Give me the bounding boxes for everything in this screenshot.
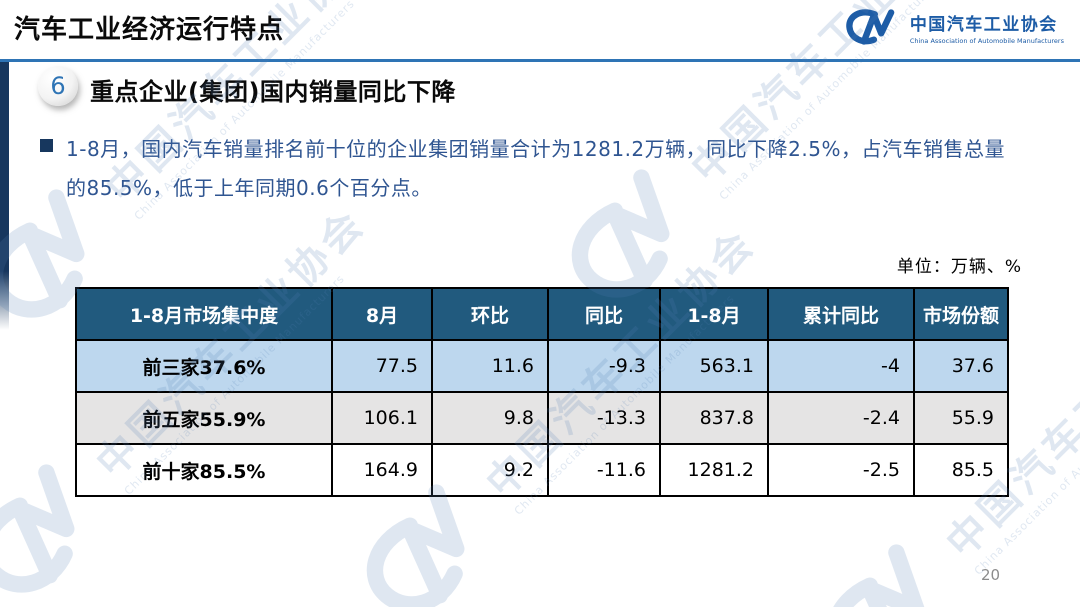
col-header-mom: 环比 <box>431 287 549 341</box>
cell-value: 563.1 <box>659 339 769 393</box>
table-row-top10: 前十家85.5% 164.9 9.2 -11.6 1281.2 -2.5 85.… <box>75 443 1009 497</box>
col-header-concentration: 1-8月市场集中度 <box>75 287 333 341</box>
caam-logo-icon <box>846 9 895 45</box>
cell-value: 85.5 <box>913 443 1009 497</box>
cell-value: 55.9 <box>913 391 1009 445</box>
cell-value: 77.5 <box>331 339 433 393</box>
section-heading: 重点企业(集团)国内销量同比下降 <box>90 78 456 106</box>
page-title: 汽车工业经济运行特点 <box>14 15 285 45</box>
bullet-item: 1-8月，国内汽车销量排名前十位的企业集团销量合计为1281.2万辆，同比下降2… <box>40 130 1025 208</box>
cell-value: -9.3 <box>547 339 661 393</box>
col-header-jan-aug: 1-8月 <box>659 287 769 341</box>
unit-label: 单位：万辆、% <box>896 257 1022 277</box>
bullet-text: 1-8月，国内汽车销量排名前十位的企业集团销量合计为1281.2万辆，同比下降2… <box>66 137 1005 200</box>
cell-value: 9.2 <box>431 443 549 497</box>
market-concentration-table: 1-8月市场集中度 8月 环比 同比 1-8月 累计同比 市场份额 前三家37.… <box>75 287 1009 497</box>
caam-logo: 中国汽车工业协会 China Association of Automobile… <box>844 7 1064 47</box>
caam-logo-watermark-icon <box>826 544 925 607</box>
col-header-august: 8月 <box>331 287 433 341</box>
header-divider <box>0 59 1080 62</box>
table-row-top3: 前三家37.6% 77.5 11.6 -9.3 563.1 -4 37.6 <box>75 339 1009 393</box>
table-row-top5: 前五家55.9% 106.1 9.8 -13.3 837.8 -2.4 55.9 <box>75 391 1009 445</box>
cell-value: -11.6 <box>547 443 661 497</box>
cell-value: 37.6 <box>913 339 1009 393</box>
row-label: 前五家55.9% <box>75 391 333 445</box>
cell-value: 9.8 <box>431 391 549 445</box>
bullet-square-icon <box>40 139 53 152</box>
col-header-market-share: 市场份额 <box>913 287 1009 341</box>
logo-subtitle: China Association of Automobile Manufact… <box>909 36 1064 45</box>
cell-value: -13.3 <box>547 391 661 445</box>
cell-value: 11.6 <box>431 339 549 393</box>
cell-value: 164.9 <box>331 443 433 497</box>
col-header-yoy: 同比 <box>547 287 661 341</box>
logo-name: 中国汽车工业协会 <box>909 14 1058 35</box>
table-header-row: 1-8月市场集中度 8月 环比 同比 1-8月 累计同比 市场份额 <box>75 287 1009 341</box>
cell-value: 837.8 <box>659 391 769 445</box>
page-number: 20 <box>981 566 1001 584</box>
row-label: 前十家85.5% <box>75 443 333 497</box>
row-label: 前三家37.6% <box>75 339 333 393</box>
section-number-badge: 6 <box>38 66 78 106</box>
cell-value: 1281.2 <box>659 443 769 497</box>
col-header-cumulative-yoy: 累计同比 <box>767 287 915 341</box>
left-accent-bar <box>0 62 9 330</box>
cell-value: -4 <box>767 339 915 393</box>
cell-value: 106.1 <box>331 391 433 445</box>
cell-value: -2.5 <box>767 443 915 497</box>
cell-value: -2.4 <box>767 391 915 445</box>
